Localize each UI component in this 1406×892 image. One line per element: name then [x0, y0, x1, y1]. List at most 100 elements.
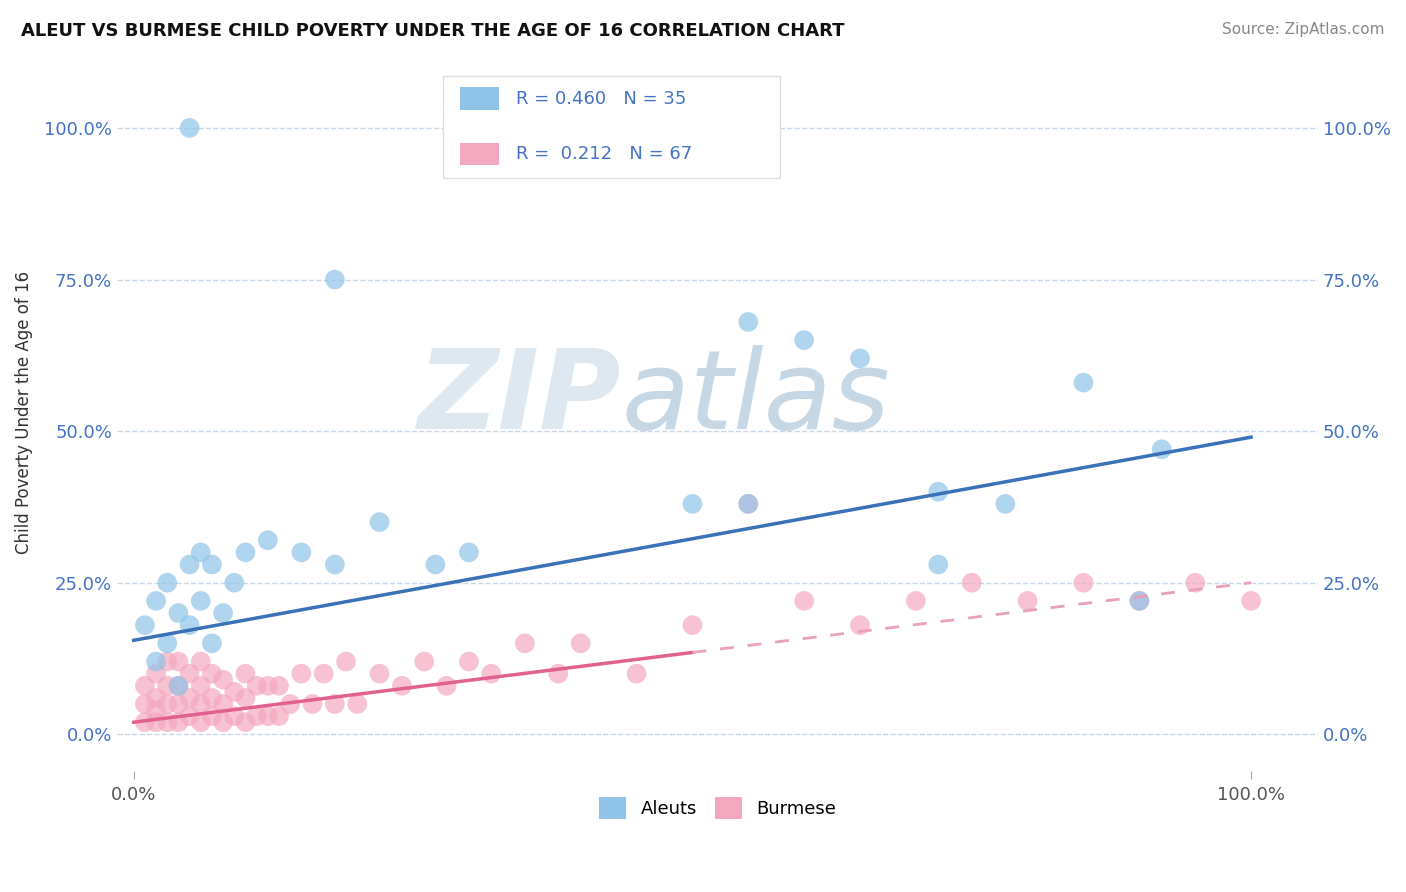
Point: [737, 497, 759, 511]
Point: [156, 575, 179, 590]
Text: R = 0.460   N = 35: R = 0.460 N = 35: [516, 89, 686, 108]
Legend: Aleuts, Burmese: Aleuts, Burmese: [592, 789, 844, 826]
Point: [179, 558, 201, 572]
Point: [391, 679, 413, 693]
Point: [201, 666, 224, 681]
Point: [156, 697, 179, 711]
Point: [134, 715, 156, 730]
Point: [134, 697, 156, 711]
Point: [626, 666, 648, 681]
Point: [235, 715, 257, 730]
Point: [458, 655, 481, 669]
Text: atlas: atlas: [621, 345, 890, 452]
Point: [1017, 594, 1039, 608]
Point: [1128, 594, 1150, 608]
Point: [145, 715, 167, 730]
Point: [793, 333, 815, 347]
Point: [167, 715, 190, 730]
Point: [290, 545, 312, 559]
Point: [201, 709, 224, 723]
Point: [134, 679, 156, 693]
Point: [1073, 376, 1095, 390]
Point: [201, 690, 224, 705]
Point: [190, 545, 212, 559]
Point: [927, 484, 949, 499]
Point: [323, 272, 346, 286]
Point: [479, 666, 502, 681]
Point: [167, 606, 190, 620]
Point: [436, 679, 458, 693]
Point: [190, 594, 212, 608]
Point: [994, 497, 1017, 511]
Point: [156, 715, 179, 730]
Point: [793, 594, 815, 608]
Point: [201, 636, 224, 650]
Point: [1128, 594, 1150, 608]
Point: [167, 655, 190, 669]
Text: ZIP: ZIP: [418, 345, 621, 452]
Point: [256, 533, 278, 548]
Point: [1184, 575, 1206, 590]
Point: [290, 666, 312, 681]
Text: ALEUT VS BURMESE CHILD POVERTY UNDER THE AGE OF 16 CORRELATION CHART: ALEUT VS BURMESE CHILD POVERTY UNDER THE…: [21, 22, 845, 40]
Point: [569, 636, 592, 650]
Point: [235, 690, 257, 705]
Point: [212, 606, 235, 620]
Point: [235, 545, 257, 559]
Point: [212, 673, 235, 687]
Point: [927, 558, 949, 572]
Point: [212, 715, 235, 730]
Point: [368, 515, 391, 529]
Point: [224, 709, 246, 723]
Point: [134, 618, 156, 632]
Point: [145, 703, 167, 717]
Point: [335, 655, 357, 669]
Point: [235, 666, 257, 681]
Point: [267, 679, 290, 693]
Point: [224, 575, 246, 590]
Point: [179, 690, 201, 705]
Point: [312, 666, 335, 681]
Point: [167, 679, 190, 693]
Point: [849, 351, 872, 366]
Y-axis label: Child Poverty Under the Age of 16: Child Poverty Under the Age of 16: [15, 271, 32, 555]
Point: [246, 709, 269, 723]
Point: [1150, 442, 1173, 457]
Point: [201, 558, 224, 572]
Point: [145, 594, 167, 608]
Point: [190, 655, 212, 669]
Point: [156, 655, 179, 669]
Point: [737, 315, 759, 329]
Point: [458, 545, 481, 559]
Point: [547, 666, 569, 681]
Point: [190, 697, 212, 711]
Point: [346, 697, 368, 711]
Point: [246, 679, 269, 693]
Point: [960, 575, 983, 590]
Point: [301, 697, 323, 711]
Point: [1240, 594, 1263, 608]
Point: [849, 618, 872, 632]
Point: [267, 709, 290, 723]
Point: [212, 697, 235, 711]
Point: [425, 558, 447, 572]
Point: [145, 655, 167, 669]
Point: [179, 618, 201, 632]
Point: [179, 666, 201, 681]
Point: [513, 636, 536, 650]
Text: R =  0.212   N = 67: R = 0.212 N = 67: [516, 145, 692, 163]
Point: [167, 697, 190, 711]
Point: [413, 655, 436, 669]
Point: [323, 697, 346, 711]
Point: [681, 497, 703, 511]
Point: [681, 618, 703, 632]
Point: [1073, 575, 1095, 590]
Point: [179, 120, 201, 135]
Text: Source: ZipAtlas.com: Source: ZipAtlas.com: [1222, 22, 1385, 37]
Point: [190, 679, 212, 693]
Point: [737, 497, 759, 511]
Point: [156, 636, 179, 650]
Point: [224, 685, 246, 699]
Point: [256, 709, 278, 723]
Point: [323, 558, 346, 572]
